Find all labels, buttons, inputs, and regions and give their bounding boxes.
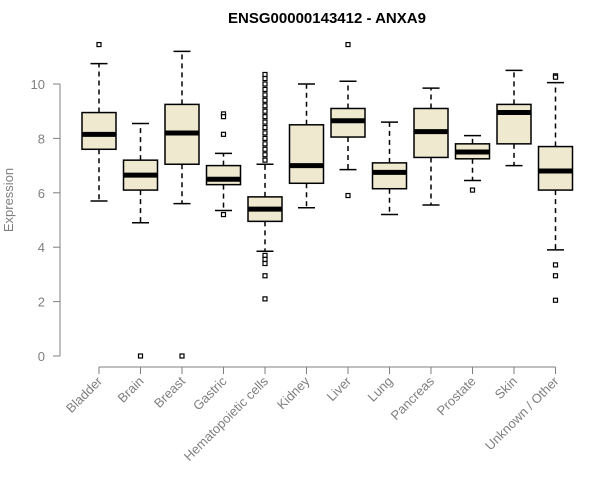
outlier-point xyxy=(262,130,268,136)
box-group xyxy=(81,41,117,202)
x-tick-label: Gastric xyxy=(190,373,230,413)
x-tick-label: Kidney xyxy=(274,373,313,412)
outlier-point xyxy=(96,41,102,48)
outlier-point xyxy=(262,296,268,302)
outlier-point xyxy=(262,108,268,114)
outlier-point xyxy=(552,74,559,80)
outlier-point xyxy=(220,211,227,218)
outlier-point xyxy=(179,353,185,359)
x-tick-label: Brain xyxy=(115,374,147,406)
outlier-point xyxy=(262,157,268,163)
outlier-point xyxy=(345,192,351,199)
outlier-point xyxy=(262,124,268,131)
outlier-point xyxy=(262,141,268,147)
box-iqr xyxy=(81,111,117,151)
outlier-point xyxy=(262,71,268,78)
outlier-point xyxy=(262,92,268,98)
box-iqr xyxy=(205,164,242,186)
outlier-point xyxy=(262,260,268,267)
box-group xyxy=(413,87,449,206)
y-tick-label: 0 xyxy=(38,349,45,364)
outlier-point xyxy=(262,81,268,87)
x-tick-label: Pancreas xyxy=(388,373,438,423)
outlier-point xyxy=(552,262,559,268)
y-axis-label: Expression xyxy=(1,168,16,232)
box-group xyxy=(496,69,532,167)
box-group xyxy=(537,73,574,303)
box-group xyxy=(454,134,491,193)
outlier-point xyxy=(262,135,268,141)
box-group xyxy=(371,121,408,216)
box-group xyxy=(205,111,242,218)
outlier-point xyxy=(262,114,268,120)
outlier-point xyxy=(552,273,559,279)
x-tick-label: Prostate xyxy=(434,374,479,419)
x-tick-label: Lung xyxy=(365,374,396,405)
x-tick-label: Bladder xyxy=(63,373,106,416)
outlier-point xyxy=(262,86,268,93)
box-group xyxy=(164,50,200,359)
y-tick-label: 4 xyxy=(38,240,45,255)
y-tick-label: 2 xyxy=(38,295,45,310)
box-iqr xyxy=(537,145,574,191)
outlier-point xyxy=(469,187,476,193)
box-group xyxy=(122,122,159,359)
y-tick-label: 10 xyxy=(31,77,45,92)
outlier-point xyxy=(262,97,268,103)
box-iqr xyxy=(371,162,408,190)
outlier-point xyxy=(262,119,268,125)
box-iqr xyxy=(288,124,325,185)
outlier-point xyxy=(262,103,268,109)
y-axis: 0 2 4 6 8 10 xyxy=(31,77,61,364)
outlier-point xyxy=(262,273,268,279)
outlier-point xyxy=(262,256,268,263)
chart-title: ENSG00000143412 - ANXA9 xyxy=(228,10,426,27)
outlier-point xyxy=(137,353,144,359)
x-tick-label: Unknown / Other xyxy=(482,373,562,453)
box-group xyxy=(247,71,283,302)
outlier-point xyxy=(345,41,351,48)
outlier-point xyxy=(220,131,227,137)
outlier-point xyxy=(220,114,227,120)
y-tick-label: 6 xyxy=(38,186,45,201)
box-group xyxy=(330,41,366,199)
outlier-point xyxy=(262,152,268,158)
outlier-point xyxy=(552,297,559,303)
outlier-point xyxy=(262,252,268,258)
x-tick-label: Liver xyxy=(324,373,355,404)
outlier-point xyxy=(262,146,268,152)
x-tick-label: Breast xyxy=(151,373,188,410)
outlier-point xyxy=(262,75,268,82)
box-group xyxy=(288,83,325,209)
y-tick-label: 8 xyxy=(38,131,45,146)
x-tick-label: Skin xyxy=(492,374,520,402)
box-series xyxy=(81,41,574,359)
